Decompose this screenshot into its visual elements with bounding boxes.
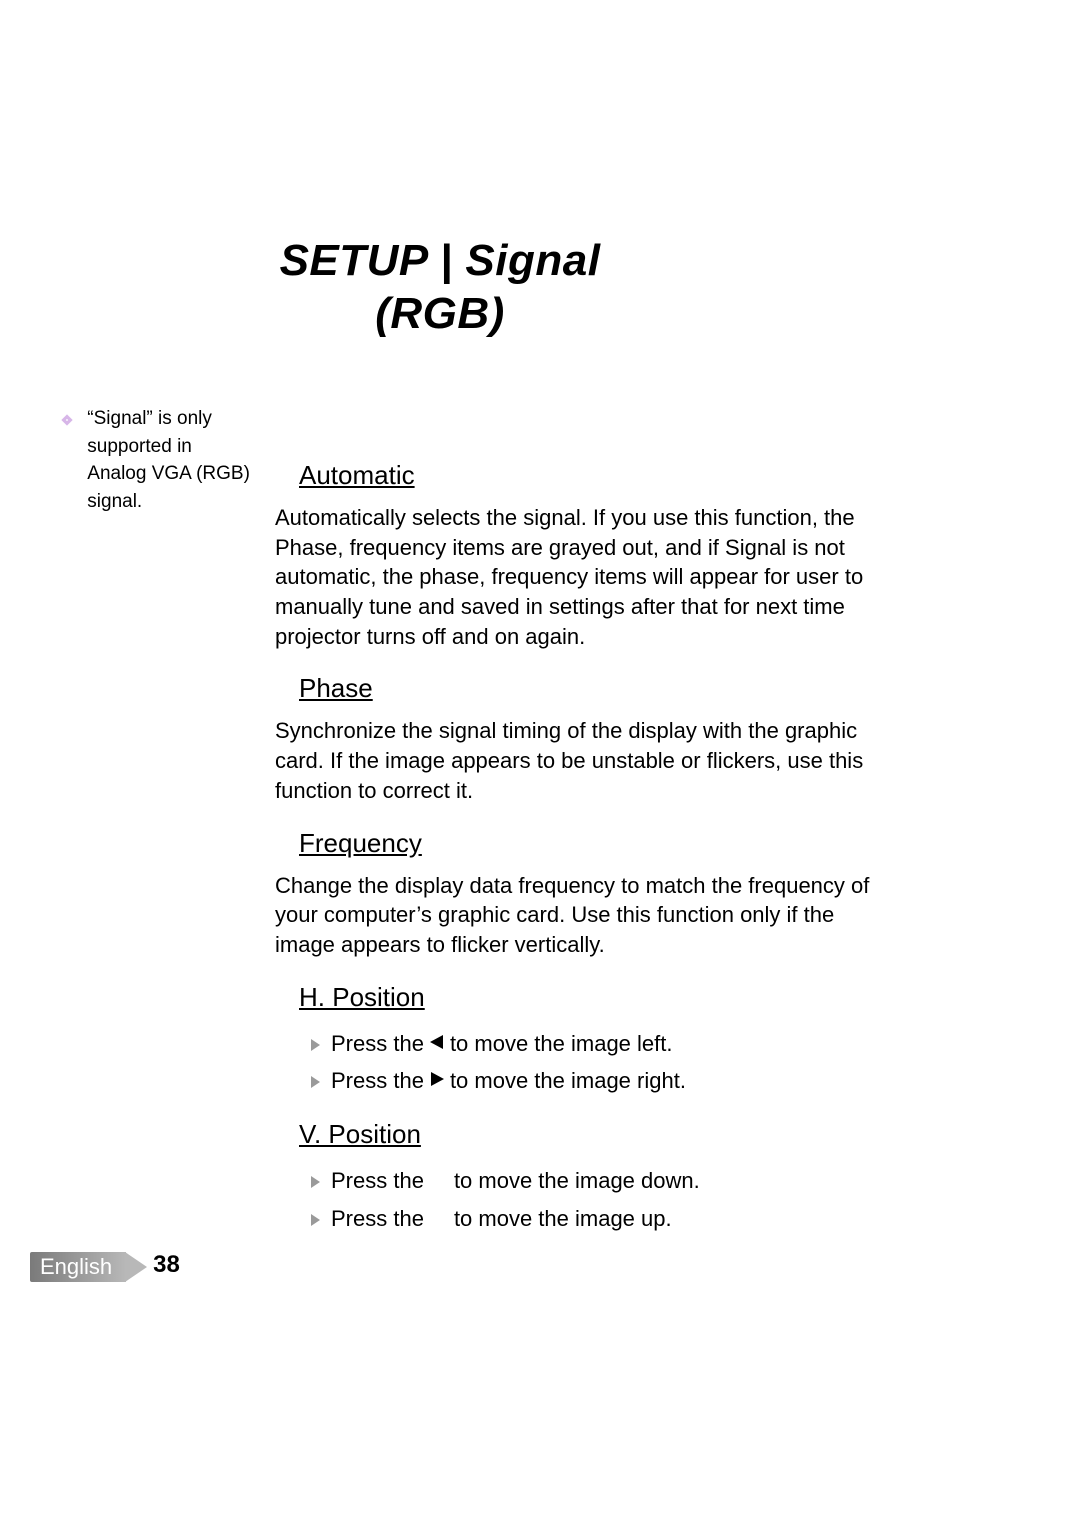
sidenote: “Signal” is only supported in Analog VGA… <box>60 405 260 515</box>
section-heading-hposition: H. Position <box>275 982 895 1013</box>
caret-right-icon <box>311 1025 321 1062</box>
manual-page: SETUP | Signal (RGB) “Signal” is only su… <box>0 0 1080 1532</box>
page-title: SETUP | Signal (RGB) <box>160 235 720 341</box>
bullet-pre: Press the <box>331 1200 424 1237</box>
caret-right-icon <box>311 1062 321 1099</box>
bullet-pre: Press the <box>331 1025 424 1062</box>
section-heading-vposition: V. Position <box>275 1119 895 1150</box>
list-item: Press the to move the image right. <box>311 1062 895 1099</box>
arrow-right-icon <box>428 1062 446 1099</box>
bullet-pre: Press the <box>331 1162 424 1199</box>
bullet-post: to move the image left. <box>450 1025 673 1062</box>
bullet-pre: Press the <box>331 1062 424 1099</box>
sidenote-text: “Signal” is only supported in Analog VGA… <box>87 405 252 515</box>
caret-right-icon <box>311 1200 321 1237</box>
language-tab: English <box>30 1252 126 1282</box>
title-line-1: SETUP | Signal <box>160 235 720 288</box>
caret-right-icon <box>311 1162 321 1199</box>
hposition-list: Press the to move the image left. Press … <box>311 1025 895 1100</box>
language-label: English <box>40 1254 112 1280</box>
section-heading-phase: Phase <box>275 673 895 704</box>
section-body-phase: Synchronize the signal timing of the dis… <box>275 716 895 805</box>
bullet-post: to move the image up. <box>454 1200 672 1237</box>
content-column: Automatic Automatically selects the sign… <box>275 460 895 1257</box>
bullet-post: to move the image right. <box>450 1062 686 1099</box>
section-heading-automatic: Automatic <box>275 460 895 491</box>
section-body-frequency: Change the display data frequency to mat… <box>275 871 895 960</box>
section-heading-frequency: Frequency <box>275 828 895 859</box>
vposition-list: Press the to move the image down. Press … <box>311 1162 895 1237</box>
tab-wedge <box>125 1252 147 1282</box>
title-line-2: (RGB) <box>160 288 720 341</box>
page-number: 38 <box>153 1251 180 1279</box>
section-body-automatic: Automatically selects the signal. If you… <box>275 503 895 651</box>
diamond-icon <box>60 408 74 436</box>
list-item: Press the to move the image up. <box>311 1200 895 1237</box>
page-footer: English 38 <box>30 1250 180 1284</box>
list-item: Press the to move the image left. <box>311 1025 895 1062</box>
list-item: Press the to move the image down. <box>311 1162 895 1199</box>
arrow-left-icon <box>428 1025 446 1062</box>
bullet-post: to move the image down. <box>454 1162 700 1199</box>
